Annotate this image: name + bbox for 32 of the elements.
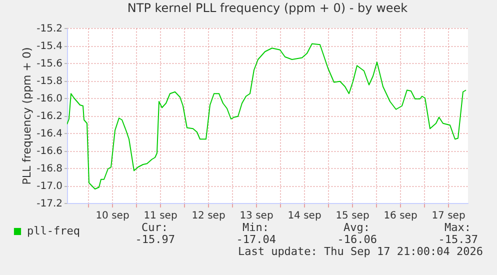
text: Avg: [344,221,370,234]
text: Cur: [142,221,168,234]
y-tick-label: -15.8 [36,76,62,87]
y-axis-title: PLL frequency (ppm + 0) [20,47,34,185]
x-tick-label: 12 sep [192,210,226,222]
x-tick-label: 14 sep [288,210,322,222]
text: -15.97 [135,233,175,246]
chart-title: NTP kernel PLL frequency (ppm + 0) - by week [127,1,408,15]
text: Max: [444,221,471,234]
x-tick-label: 10 sep [96,210,130,222]
y-tick-label: -17.2 [36,198,62,210]
y-tick-label: -15.6 [36,58,62,70]
y-tick-label: -15.4 [36,41,62,52]
x-tick-label: 13 sep [240,210,274,222]
y-tick-label: -15.2 [36,24,62,34]
x-tick-label: 17 sep [432,210,466,222]
text: -15.37 [438,233,478,246]
text: -16.06 [337,233,377,246]
text: -17.04 [236,233,276,246]
y-tick-label: -16.0 [36,94,62,104]
line-series [67,43,466,190]
x-tick-label: 11 sep [144,210,178,222]
y-tick-label: -17.0 [36,181,62,192]
legend-label: pll-freq [27,224,80,238]
x-tick-label: 15 sep [336,210,370,222]
y-tick-label: -16.8 [36,164,62,174]
x-tick-label: 16 sep [384,210,418,222]
text: Last update: Thu Sep 17 21:00:04 2026 [238,245,483,258]
y-tick-label: -16.2 [36,111,62,122]
y-tick-label: -16.6 [36,146,62,157]
y-tick-label: -16.4 [36,128,62,140]
text: Min: [242,221,269,234]
